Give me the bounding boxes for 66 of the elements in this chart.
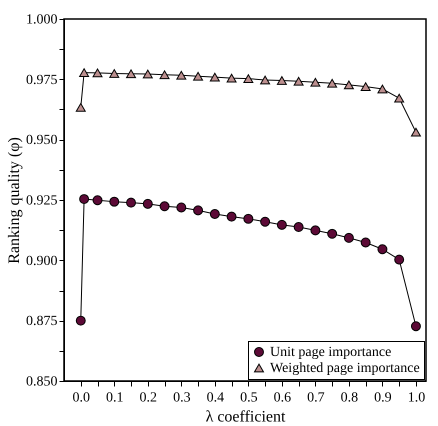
point: [193, 205, 204, 216]
point: [260, 76, 270, 84]
y-tick-label: 0.850: [26, 374, 58, 390]
point: [243, 74, 254, 83]
point: [79, 194, 90, 204]
point: [210, 72, 220, 82]
y-tick-label: 0.900: [26, 254, 58, 269]
y-tick-label: 0.875: [26, 314, 58, 330]
point: [394, 94, 404, 103]
point: [126, 198, 136, 208]
x-tick-label: 1.0: [408, 390, 426, 406]
point: [193, 72, 204, 81]
point: [109, 69, 120, 78]
y-tick-label: 0.925: [26, 194, 58, 208]
point: [276, 220, 287, 230]
point: [260, 216, 270, 227]
point: [327, 78, 338, 88]
point: [294, 76, 304, 86]
point: [126, 69, 136, 78]
y-tick-label: 0.975: [26, 72, 58, 88]
x-tick-label: 0.1: [106, 390, 124, 406]
point: [92, 195, 102, 206]
point: [344, 80, 354, 90]
y-tick-label: 1.000: [26, 12, 58, 28]
point: [410, 128, 421, 137]
x-tick-label: 0.2: [140, 390, 158, 406]
point: [76, 316, 86, 326]
x-tick-label: 0.8: [340, 390, 358, 406]
point: [276, 76, 287, 85]
point: [327, 228, 338, 239]
point: [226, 74, 237, 82]
point: [76, 102, 86, 112]
x-tick-label: 0.5: [240, 390, 258, 406]
point: [360, 82, 371, 91]
x-tick-label: 0.6: [274, 390, 292, 406]
point: [109, 196, 120, 207]
point: [176, 70, 186, 80]
point: [294, 222, 304, 232]
x-tick-label: 0.4: [206, 390, 224, 406]
legend-label: Unit page importance: [270, 345, 392, 360]
point: [142, 70, 153, 78]
point: [410, 321, 421, 332]
y-axis-title: Ranking quality (φ): [6, 137, 23, 264]
point: [176, 202, 186, 212]
point: [160, 201, 170, 212]
x-tick-label: 0.0: [72, 390, 90, 406]
point: [142, 198, 153, 209]
point: [310, 225, 320, 236]
point: [377, 84, 388, 94]
x-axis-title: λ coefficient: [206, 408, 286, 426]
point: [360, 238, 371, 248]
point: [377, 244, 388, 254]
point: [394, 254, 404, 265]
point: [210, 209, 220, 219]
x-tick-label: 0.3: [173, 390, 191, 406]
point: [79, 68, 90, 77]
y-tick-label: 0.950: [26, 133, 58, 148]
point: [160, 70, 170, 80]
x-tick-label: 0.9: [374, 390, 392, 406]
point: [243, 214, 254, 224]
legend-label: Weighted page importance: [270, 361, 420, 376]
point: [226, 212, 237, 222]
point: [310, 78, 320, 87]
x-tick-label: 0.7: [307, 390, 325, 406]
point: [92, 68, 102, 78]
point: [344, 232, 354, 243]
